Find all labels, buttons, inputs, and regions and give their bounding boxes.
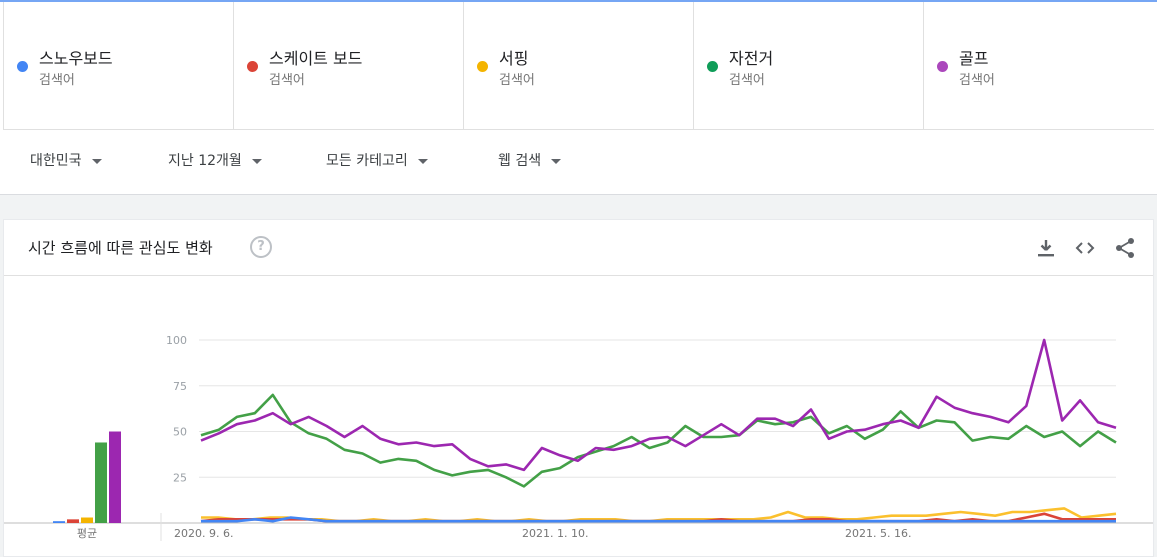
average-bar	[109, 431, 121, 523]
search-term-golf[interactable]: 골프 검색어	[923, 2, 1153, 129]
share-icon[interactable]	[1113, 236, 1137, 260]
filter-bar: 대한민국 지난 12개월 모든 카테고리 웹 검색	[0, 130, 1157, 192]
category-label: 모든 카테고리	[326, 153, 408, 169]
search-term-name: 골프	[959, 49, 989, 68]
y-tick-label: 75	[173, 380, 187, 393]
card-title: 시간 흐름에 따른 관심도 변화	[28, 239, 213, 257]
search-term-name: 자전거	[729, 49, 774, 68]
category-dropdown[interactable]: 모든 카테고리	[326, 150, 428, 170]
search-term-bicycle[interactable]: 자전거 검색어	[693, 2, 923, 129]
search-term-name: 서핑	[499, 49, 529, 68]
average-bar	[81, 517, 93, 523]
series-line	[201, 516, 1116, 523]
series-color-dot	[477, 61, 488, 72]
caret-down-icon	[251, 158, 262, 164]
series-color-dot	[247, 61, 258, 72]
search-term-name: 스노우보드	[39, 49, 113, 68]
download-icon[interactable]	[1034, 236, 1058, 260]
region-label: 대한민국	[30, 153, 82, 169]
search-term-type: 검색어	[729, 73, 765, 88]
average-bar	[67, 519, 79, 523]
search-term-type: 검색어	[959, 73, 995, 88]
time-range-label: 지난 12개월	[168, 153, 242, 169]
search-term-type: 검색어	[269, 73, 305, 88]
region-dropdown[interactable]: 대한민국	[30, 150, 102, 170]
search-term-snowboard[interactable]: 스노우보드 검색어	[3, 2, 233, 129]
caret-down-icon	[91, 158, 102, 164]
series-line	[200, 338, 1117, 472]
average-bar	[53, 521, 65, 523]
average-bar	[95, 442, 107, 523]
x-tick-label: 2020. 9. 6.	[174, 527, 233, 540]
y-tick-label: 100	[166, 334, 187, 347]
series-color-dot	[17, 61, 28, 72]
search-term-type: 검색어	[499, 73, 535, 88]
y-tick-label: 25	[173, 471, 187, 484]
series-color-dot	[937, 61, 948, 72]
embed-icon[interactable]	[1073, 236, 1097, 260]
interest-over-time-card: 시간 흐름에 따른 관심도 변화 ? 100 75 50 25 2020. 9. 6. 2…	[3, 219, 1154, 557]
interest-chart: 100 75 50 25 2020. 9. 6. 2021. 1. 10. 2021. 5.…	[4, 334, 1153, 541]
search-term-name: 스케이트 보드	[269, 49, 363, 68]
card-header: 시간 흐름에 따른 관심도 변화 ?	[4, 220, 1153, 276]
top-accent-line	[0, 0, 1157, 2]
caret-down-icon	[417, 158, 428, 164]
search-terms-row: 스노우보드 검색어 스케이트 보드 검색어 서핑 검색어 자전거 검색어 골프 …	[3, 2, 1154, 130]
search-term-skateboard[interactable]: 스케이트 보드 검색어	[233, 2, 463, 129]
series-line	[200, 393, 1117, 488]
compare-panel: 스노우보드 검색어 스케이트 보드 검색어 서핑 검색어 자전거 검색어 골프 …	[0, 2, 1157, 195]
x-tick-label: 2021. 5. 16.	[845, 527, 911, 540]
series-color-dot	[707, 61, 718, 72]
y-tick-label: 50	[173, 426, 187, 439]
search-type-dropdown[interactable]: 웹 검색	[498, 150, 562, 170]
caret-down-icon	[551, 158, 562, 164]
search-term-surfing[interactable]: 서핑 검색어	[463, 2, 693, 129]
x-tick-label: 2021. 1. 10.	[522, 527, 588, 540]
time-range-dropdown[interactable]: 지난 12개월	[168, 150, 262, 170]
help-icon[interactable]: ?	[250, 236, 272, 258]
average-label: 평균	[77, 527, 97, 540]
search-term-type: 검색어	[39, 73, 75, 88]
search-type-label: 웹 검색	[498, 153, 542, 169]
